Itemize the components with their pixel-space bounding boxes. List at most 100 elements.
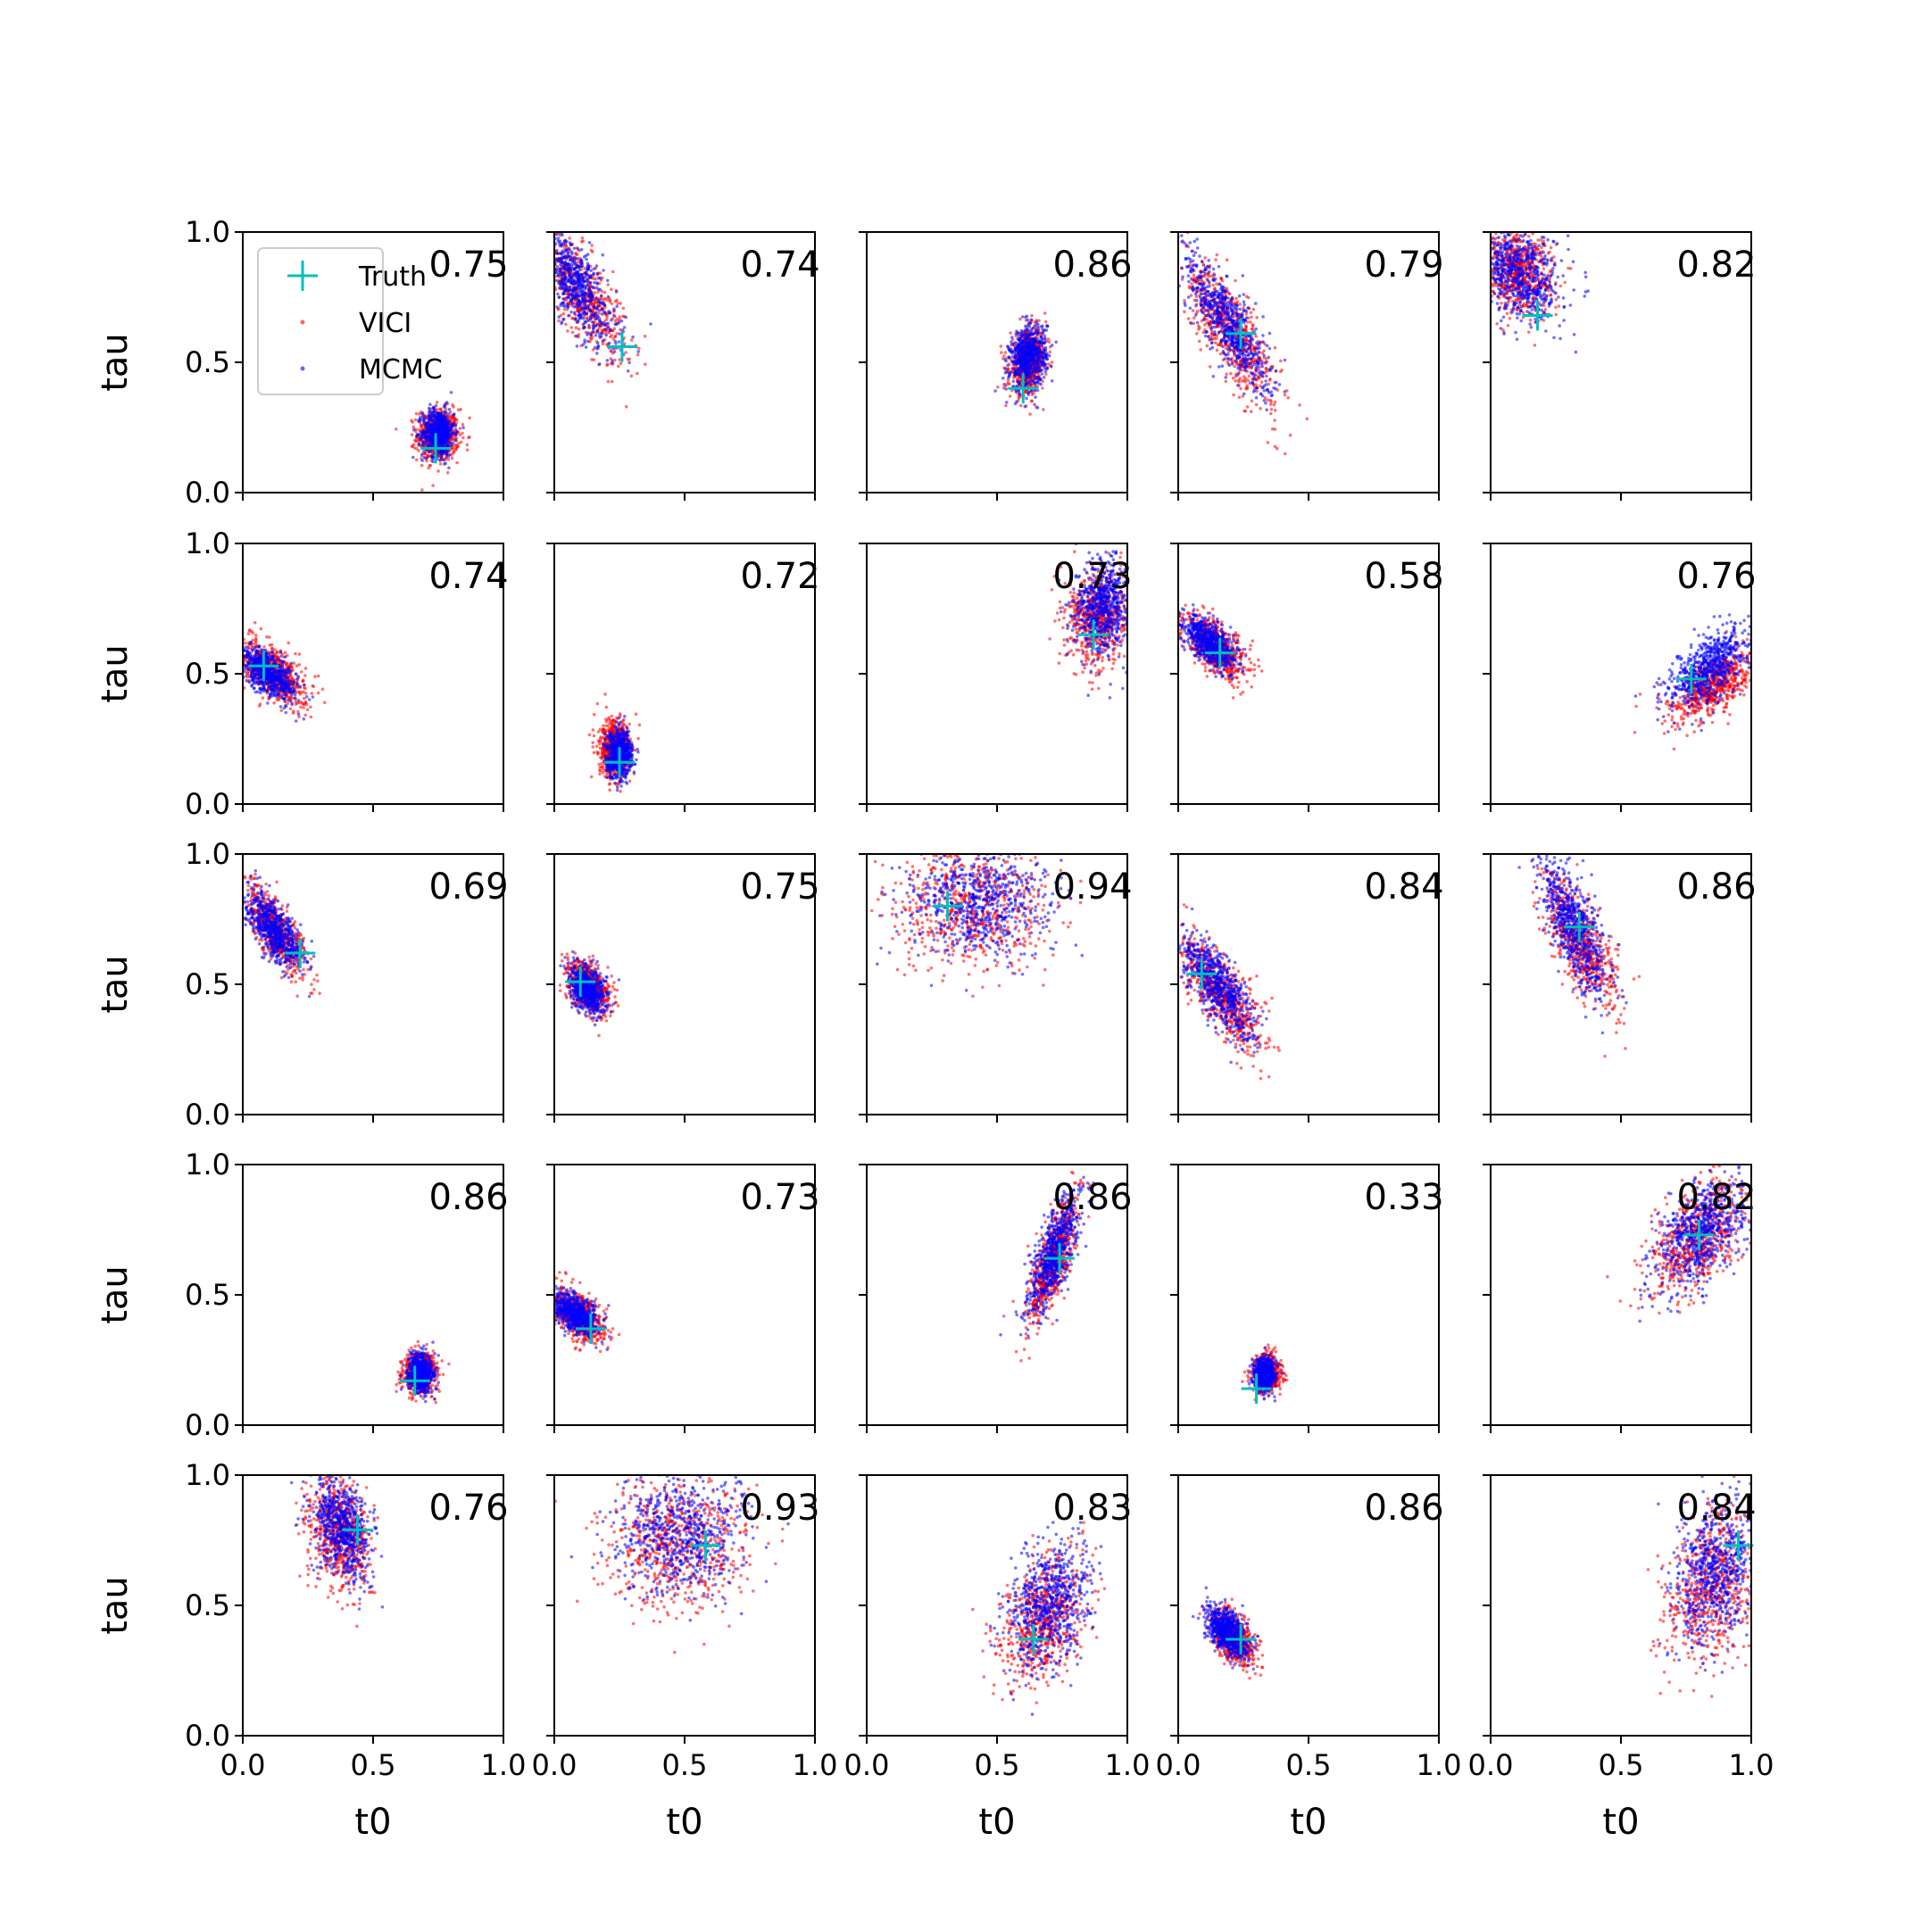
- mcmc-cloud-point: [589, 289, 593, 293]
- mcmc-cloud-point: [1038, 340, 1042, 344]
- vici-cloud-point: [447, 458, 451, 461]
- mcmc-cloud-point: [572, 287, 576, 291]
- vici-cloud-point: [1237, 378, 1241, 382]
- mcmc-cloud-point: [1015, 329, 1018, 333]
- vici-cloud-point: [1298, 403, 1301, 407]
- mcmc-cloud-point: [1184, 257, 1188, 261]
- mcmc-cloud-point: [1045, 328, 1049, 332]
- mcmc-cloud-point: [1034, 369, 1037, 372]
- mcmc-cloud-point: [1012, 379, 1016, 383]
- mcmc-cloud-point: [448, 453, 452, 457]
- vici-cloud-point: [459, 408, 462, 411]
- mcmc-cloud-point: [1223, 357, 1226, 361]
- mcmc-cloud-point: [615, 290, 619, 294]
- mcmc-cloud-point: [1021, 315, 1025, 319]
- mcmc-cloud-point: [1266, 388, 1269, 392]
- mcmc-cloud-point: [613, 315, 617, 319]
- mcmc-cloud-point: [566, 279, 569, 283]
- mcmc-cloud-point: [602, 303, 605, 306]
- vici-cloud-point: [619, 361, 623, 365]
- vici-cloud-point: [1188, 286, 1192, 290]
- mcmc-cloud-point: [557, 315, 561, 319]
- mcmc-cloud-point: [436, 419, 440, 422]
- vici-cloud-point: [1246, 405, 1250, 409]
- mcmc-cloud-point: [559, 304, 562, 308]
- mcmc-cloud-point: [569, 282, 573, 286]
- vici-cloud-point: [1269, 412, 1273, 416]
- vici-cloud-point: [466, 444, 470, 447]
- mcmc-cloud-point: [1224, 376, 1227, 379]
- mcmc-cloud-point: [569, 243, 573, 246]
- mcmc-cloud-point: [1035, 352, 1038, 355]
- mcmc-cloud-point: [621, 328, 625, 332]
- mcmc-cloud-point: [581, 300, 585, 303]
- mcmc-cloud-point: [566, 252, 569, 255]
- mcmc-cloud-point: [1010, 336, 1014, 339]
- mcmc-cloud-point: [594, 297, 598, 301]
- mcmc-cloud-point: [1027, 391, 1031, 394]
- mcmc-cloud-point: [422, 440, 426, 444]
- vici-cloud-point: [606, 283, 610, 286]
- mcmc-cloud-point: [573, 247, 577, 251]
- vici-cloud-point: [636, 353, 640, 357]
- mcmc-cloud-point: [569, 311, 573, 314]
- mcmc-cloud-point: [1024, 405, 1027, 409]
- vici-cloud-point: [420, 488, 424, 492]
- vici-cloud-point: [1009, 394, 1012, 398]
- mcmc-cloud-point: [649, 322, 652, 326]
- mcmc-cloud-point: [577, 302, 580, 305]
- mcmc-cloud-point: [627, 369, 630, 373]
- mcmc-cloud-point: [557, 252, 561, 255]
- mcmc-cloud-point: [450, 391, 453, 394]
- mcmc-cloud-point: [599, 288, 602, 292]
- mcmc-cloud-point: [1198, 282, 1201, 286]
- mcmc-cloud-point: [557, 236, 561, 240]
- vici-cloud-point: [1251, 400, 1254, 403]
- vici-cloud-point: [1012, 376, 1016, 379]
- mcmc-cloud-point: [435, 416, 438, 419]
- mcmc-cloud-point: [1029, 322, 1033, 326]
- mcmc-cloud-point: [1035, 346, 1039, 350]
- mcmc-cloud-point: [585, 345, 588, 349]
- vici-cloud-point: [1242, 375, 1246, 378]
- mcmc-cloud-point: [618, 332, 621, 336]
- vici-cloud-point: [637, 347, 641, 351]
- mcmc-cloud-point: [445, 443, 448, 446]
- mcmc-cloud-point: [1213, 330, 1217, 334]
- vici-cloud-point: [439, 408, 443, 411]
- mcmc-cloud-point: [580, 307, 584, 311]
- mcmc-cloud-point: [588, 241, 592, 245]
- vici-cloud-point: [1209, 365, 1212, 369]
- mcmc-cloud-point: [569, 263, 573, 267]
- mcmc-cloud-point: [1015, 357, 1018, 361]
- vici-cloud-point: [455, 447, 459, 451]
- vici-cloud-point: [1195, 332, 1199, 336]
- vici-cloud-point: [564, 323, 568, 327]
- vici-cloud-point: [575, 326, 578, 329]
- vici-cloud-point: [1267, 441, 1270, 444]
- vici-cloud-point: [569, 326, 573, 329]
- vici-cloud-point: [461, 436, 465, 440]
- vici-cloud-point: [1265, 368, 1268, 371]
- vici-cloud-point: [1225, 373, 1228, 377]
- mcmc-cloud-point: [1242, 300, 1246, 303]
- mcmc-cloud-point: [1211, 346, 1215, 350]
- mcmc-cloud-point: [445, 419, 448, 423]
- mcmc-cloud-point: [564, 249, 568, 253]
- y-axis-label: tau: [95, 333, 136, 392]
- mcmc-cloud-point: [556, 293, 560, 296]
- mcmc-cloud-point: [589, 333, 593, 336]
- vici-cloud-point: [568, 236, 571, 240]
- vici-cloud-point: [1306, 418, 1309, 421]
- vici-cloud-point: [455, 461, 459, 465]
- vici-cloud-point: [1004, 351, 1008, 354]
- mcmc-cloud-point: [564, 277, 568, 280]
- mcmc-cloud-point: [1033, 362, 1036, 366]
- mcmc-cloud-point: [420, 412, 424, 416]
- mcmc-cloud-point: [574, 271, 578, 275]
- mcmc-cloud-point: [566, 263, 569, 267]
- mcmc-cloud-point: [448, 431, 452, 435]
- mcmc-cloud-point: [582, 323, 586, 327]
- mcmc-cloud-point: [1006, 364, 1010, 368]
- vici-cloud-point: [1214, 258, 1217, 261]
